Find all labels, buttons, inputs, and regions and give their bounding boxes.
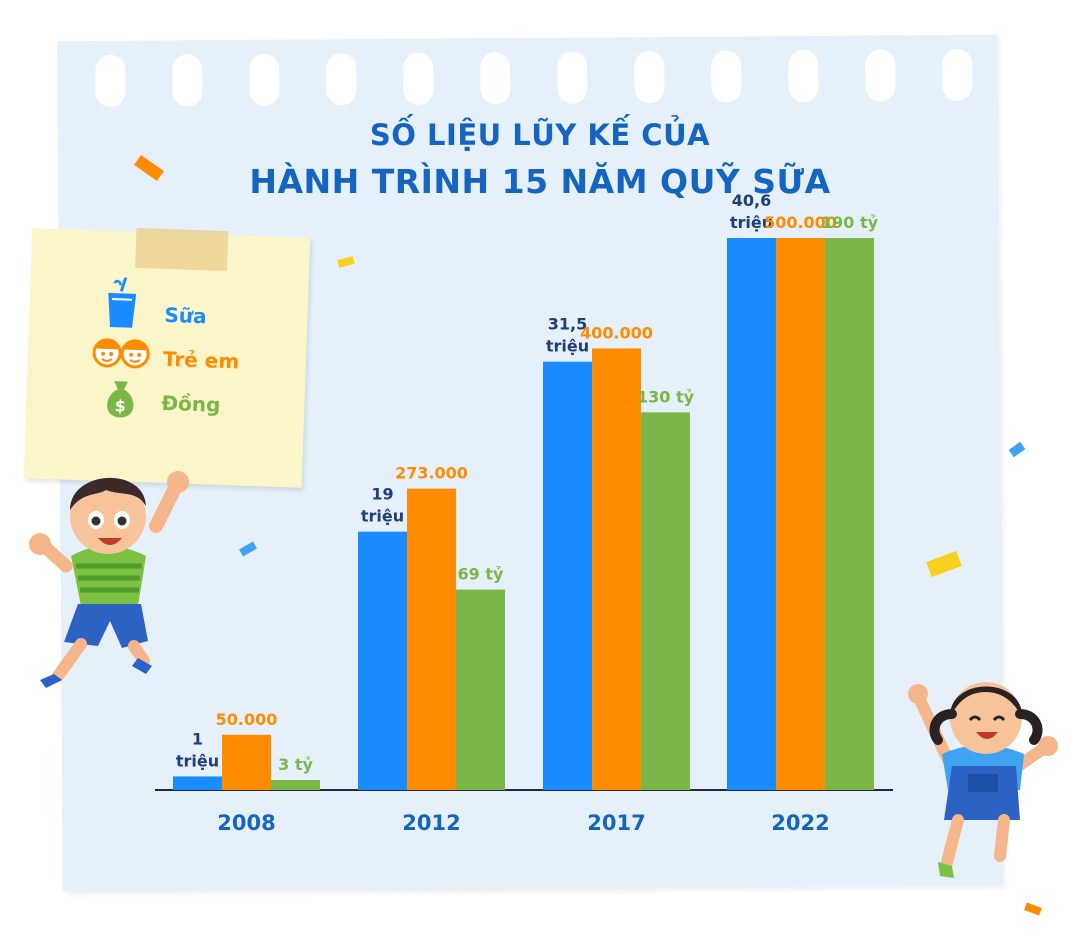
- bar: [456, 589, 505, 790]
- bar: [727, 238, 776, 790]
- data-label: 40,6: [732, 191, 771, 210]
- bar: [222, 734, 271, 790]
- data-label: triệu: [730, 213, 773, 232]
- chart-title-line2: HÀNH TRÌNH 15 NĂM QUỸ SỮA: [249, 162, 831, 201]
- bar: [776, 238, 825, 790]
- data-label: triệu: [176, 751, 219, 770]
- data-label: 31,5: [548, 315, 587, 334]
- data-label: 400.000: [580, 323, 653, 342]
- x-tick-label: 2017: [587, 811, 645, 835]
- x-tick-label: 2012: [402, 811, 460, 835]
- data-label: 1: [192, 729, 203, 748]
- data-label: triệu: [361, 507, 404, 526]
- svg-text:$: $: [114, 396, 126, 415]
- bar: [173, 776, 222, 790]
- bar: [543, 361, 592, 790]
- bar: [358, 531, 407, 790]
- data-label: 19: [371, 485, 393, 504]
- money-bag-icon: $: [107, 381, 134, 418]
- legend: Sữa Trẻ em $ Đồng: [23, 227, 311, 488]
- data-label: triệu: [546, 337, 589, 356]
- girl-illustration: [908, 682, 1058, 878]
- bar: [592, 348, 641, 790]
- bar: [407, 488, 456, 790]
- data-label: 500.000: [764, 213, 837, 232]
- x-tick-label: 2022: [771, 811, 829, 835]
- data-label: 69 tỷ: [458, 565, 504, 584]
- data-label: 273.000: [395, 464, 468, 483]
- x-tick-label: 2008: [217, 811, 275, 835]
- chart-title-line1: SỐ LIỆU LŨY KẾ CỦA: [369, 118, 711, 152]
- bar: [271, 780, 320, 790]
- children-faces-icon: [92, 338, 150, 369]
- data-label: 130 tỷ: [637, 387, 695, 406]
- data-label: 190 tỷ: [821, 213, 879, 232]
- milk-cup-icon: [108, 277, 137, 328]
- bar: [825, 238, 874, 790]
- bar: [641, 412, 690, 790]
- data-label: 50.000: [216, 710, 278, 729]
- data-label: 3 tỷ: [278, 755, 313, 774]
- boy-illustration: [29, 471, 189, 688]
